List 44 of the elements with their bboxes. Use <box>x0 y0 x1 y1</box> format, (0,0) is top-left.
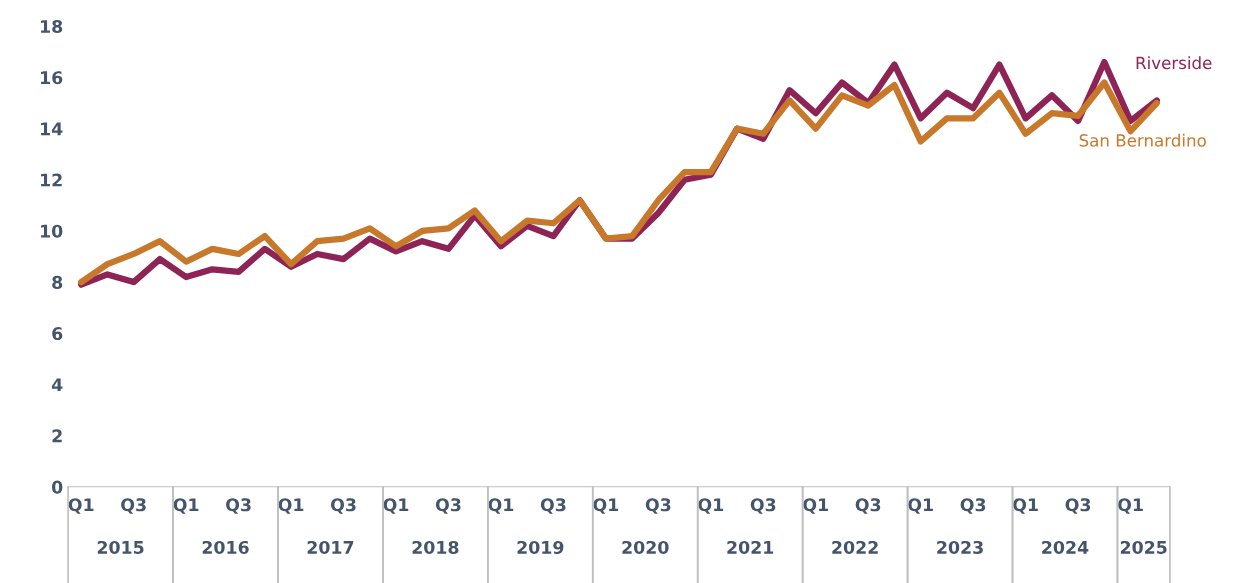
x-tick-label: Q1 <box>68 498 94 514</box>
text: 2025 <box>1120 540 1167 555</box>
text: 2018 <box>412 540 459 555</box>
y-tick-label: 0 <box>51 480 63 494</box>
series-label: San Bernardino <box>1079 133 1206 147</box>
x-tick-label: Q3 <box>1065 498 1091 514</box>
text: 2019 <box>517 540 564 555</box>
text: 2015 <box>97 540 144 555</box>
y-tick-label: 12 <box>41 173 62 187</box>
x-tick-label: Q1 <box>1013 498 1038 514</box>
y-tick-label: 8 <box>52 275 63 289</box>
x-tick-label: Q1 <box>1118 498 1143 514</box>
text: 2020 <box>622 540 669 555</box>
text: 2023 <box>937 540 983 555</box>
text: 2024 <box>1042 540 1089 555</box>
x-tick-label: Q3 <box>960 498 986 514</box>
text: 2017 <box>307 540 354 555</box>
y-tick-label: 2 <box>52 429 62 443</box>
x-tick-label: Q1 <box>908 498 933 514</box>
x-tick-label: Q3 <box>750 498 776 514</box>
y-tick-label: 16 <box>41 71 63 85</box>
x-tick-label: Q3 <box>540 498 566 514</box>
x-tick-label: Q1 <box>488 498 514 514</box>
x-tick-label: Q1 <box>593 498 619 514</box>
y-tick-label: 6 <box>52 327 63 341</box>
x-tick-label: Q3 <box>855 498 881 514</box>
x-tick-label: Q3 <box>226 498 251 514</box>
x-tick-label: Q3 <box>435 498 461 514</box>
x-tick-label: Q1 <box>278 498 304 514</box>
x-tick-label: Q1 <box>803 498 828 514</box>
text: 2022 <box>832 540 878 555</box>
text: 2021 <box>727 540 774 555</box>
x-tick-label: Q1 <box>173 498 199 514</box>
x-tick-label: Q3 <box>330 498 356 514</box>
x-tick-label: Q1 <box>383 498 409 514</box>
x-tick-label: Q3 <box>121 498 146 514</box>
x-tick-label: Q1 <box>698 498 724 514</box>
y-tick-label: 18 <box>41 19 63 34</box>
x-tick-label: Q3 <box>645 498 671 514</box>
text: 2016 <box>202 540 249 555</box>
y-tick-label: 10 <box>41 224 63 238</box>
y-tick-label: 14 <box>41 122 63 136</box>
y-tick-label: 4 <box>51 378 63 392</box>
series-label: Riverside <box>1136 56 1212 70</box>
